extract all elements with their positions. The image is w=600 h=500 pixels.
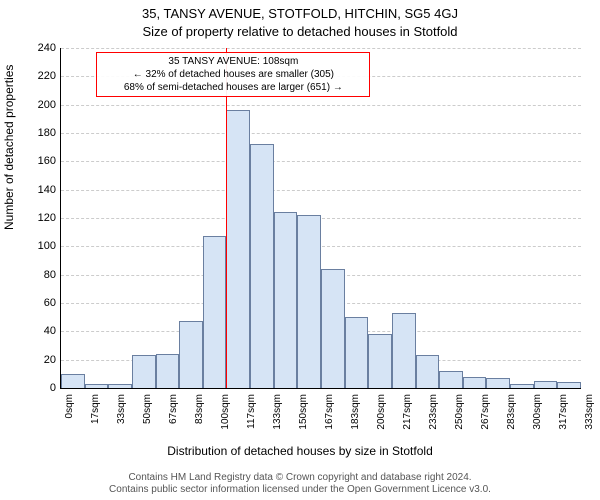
histogram-bar	[463, 377, 487, 388]
histogram-bar	[203, 236, 227, 388]
x-tick-label: 317sqm	[558, 394, 569, 430]
histogram-bar	[179, 321, 203, 388]
chart-container: 35, TANSY AVENUE, STOTFOLD, HITCHIN, SG5…	[0, 0, 600, 500]
histogram-bar	[226, 110, 250, 388]
histogram-bar	[85, 384, 109, 388]
x-tick-label: 267sqm	[480, 394, 491, 430]
histogram-bar	[392, 313, 416, 388]
y-tick-label: 200	[24, 99, 56, 111]
footer-line-1: Contains HM Land Registry data © Crown c…	[128, 472, 471, 483]
x-tick-label: 0sqm	[64, 394, 75, 418]
histogram-bar	[439, 371, 463, 388]
footer: Contains HM Land Registry data © Crown c…	[0, 472, 600, 496]
x-tick-label: 83sqm	[194, 394, 205, 424]
gridline	[61, 218, 581, 219]
y-tick-label: 20	[24, 354, 56, 366]
y-tick-label: 120	[24, 212, 56, 224]
x-tick-label: 183sqm	[350, 394, 361, 430]
x-axis-label: Distribution of detached houses by size …	[0, 444, 600, 458]
histogram-bar	[510, 384, 534, 388]
x-tick-label: 117sqm	[246, 394, 257, 429]
y-tick-label: 80	[24, 269, 56, 281]
y-tick-label: 60	[24, 297, 56, 309]
marker-line	[226, 48, 227, 388]
histogram-bar	[345, 317, 369, 388]
gridline	[61, 133, 581, 134]
histogram-bar	[534, 381, 558, 388]
x-tick-label: 233sqm	[428, 394, 439, 430]
x-tick-label: 167sqm	[324, 394, 335, 430]
x-tick-label: 33sqm	[116, 394, 127, 424]
x-tick-label: 283sqm	[506, 394, 517, 430]
gridline	[61, 246, 581, 247]
x-tick-label: 250sqm	[454, 394, 465, 430]
x-tick-label: 67sqm	[168, 394, 179, 424]
histogram-bar	[486, 378, 510, 388]
x-tick-label: 133sqm	[272, 394, 283, 430]
title-line-2: Size of property relative to detached ho…	[0, 24, 600, 39]
y-tick-label: 220	[24, 70, 56, 82]
plot-area: 35 TANSY AVENUE: 108sqm ← 32% of detache…	[60, 48, 581, 389]
footer-line-2: Contains public sector information licen…	[109, 484, 491, 495]
x-tick-label: 200sqm	[376, 394, 387, 430]
x-tick-label: 100sqm	[220, 394, 231, 430]
histogram-bar	[132, 355, 156, 388]
x-tick-label: 17sqm	[90, 394, 101, 424]
title-line-1: 35, TANSY AVENUE, STOTFOLD, HITCHIN, SG5…	[0, 6, 600, 21]
y-tick-label: 140	[24, 184, 56, 196]
x-tick-label: 217sqm	[402, 394, 413, 430]
histogram-bar	[416, 355, 440, 388]
histogram-bar	[557, 382, 581, 388]
gridline	[61, 48, 581, 49]
annotation-line-3: 68% of semi-detached houses are larger (…	[103, 81, 363, 94]
histogram-bar	[61, 374, 85, 388]
y-tick-label: 160	[24, 155, 56, 167]
histogram-bar	[321, 269, 345, 388]
histogram-bar	[274, 212, 298, 388]
histogram-bar	[108, 384, 132, 388]
histogram-bar	[368, 334, 392, 388]
gridline	[61, 105, 581, 106]
x-tick-label: 300sqm	[532, 394, 543, 430]
y-tick-label: 240	[24, 42, 56, 54]
histogram-bar	[297, 215, 321, 388]
histogram-bar	[156, 354, 180, 388]
annotation-line-1: 35 TANSY AVENUE: 108sqm	[103, 55, 363, 68]
y-tick-label: 0	[24, 382, 56, 394]
y-tick-label: 100	[24, 240, 56, 252]
x-tick-label: 150sqm	[298, 394, 309, 430]
y-tick-label: 180	[24, 127, 56, 139]
gridline	[61, 161, 581, 162]
x-tick-label: 333sqm	[584, 394, 595, 430]
x-tick-label: 50sqm	[142, 394, 153, 424]
y-tick-label: 40	[24, 325, 56, 337]
histogram-bar	[250, 144, 274, 388]
gridline	[61, 190, 581, 191]
annotation-line-2: ← 32% of detached houses are smaller (30…	[103, 68, 363, 81]
y-axis-label: Number of detached properties	[2, 65, 16, 230]
annotation-box: 35 TANSY AVENUE: 108sqm ← 32% of detache…	[96, 52, 370, 97]
